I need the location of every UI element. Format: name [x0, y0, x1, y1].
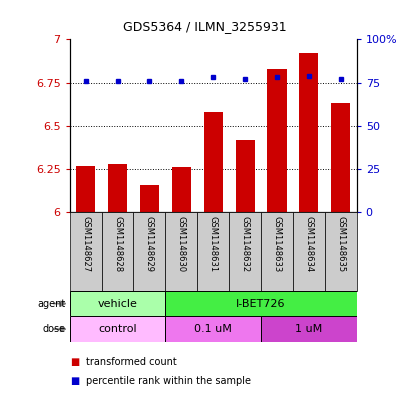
Text: control: control: [98, 324, 137, 334]
Text: GSM1148633: GSM1148633: [272, 216, 281, 272]
Bar: [76, 165, 95, 212]
Bar: [267, 69, 286, 212]
Text: I-BET726: I-BET726: [236, 299, 285, 309]
Text: GSM1148630: GSM1148630: [176, 216, 185, 272]
Bar: [330, 103, 349, 212]
Text: GSM1148634: GSM1148634: [303, 216, 312, 272]
Bar: [324, 212, 356, 291]
Bar: [261, 212, 292, 291]
Bar: [133, 212, 165, 291]
Text: GSM1148628: GSM1148628: [113, 216, 122, 272]
Bar: [165, 316, 261, 342]
Text: GSM1148632: GSM1148632: [240, 216, 249, 272]
Bar: [203, 112, 222, 212]
Bar: [229, 212, 261, 291]
Text: GSM1148635: GSM1148635: [335, 216, 344, 272]
Text: agent: agent: [37, 299, 65, 309]
Text: GDS5364 / ILMN_3255931: GDS5364 / ILMN_3255931: [123, 20, 286, 33]
Text: ■: ■: [70, 356, 79, 367]
Text: 0.1 uM: 0.1 uM: [194, 324, 231, 334]
Text: GSM1148631: GSM1148631: [208, 216, 217, 272]
Bar: [235, 140, 254, 212]
Text: 1 uM: 1 uM: [294, 324, 322, 334]
Text: ■: ■: [70, 376, 79, 386]
Bar: [292, 212, 324, 291]
Bar: [108, 164, 127, 212]
Text: dose: dose: [43, 324, 65, 334]
Bar: [70, 212, 101, 291]
Bar: [165, 212, 197, 291]
Bar: [299, 53, 318, 212]
Bar: [261, 316, 356, 342]
Bar: [70, 316, 165, 342]
Bar: [139, 185, 159, 212]
Bar: [101, 212, 133, 291]
Bar: [70, 291, 165, 316]
Text: GSM1148627: GSM1148627: [81, 216, 90, 272]
Bar: [197, 212, 229, 291]
Text: percentile rank within the sample: percentile rank within the sample: [86, 376, 250, 386]
Bar: [165, 291, 356, 316]
Text: vehicle: vehicle: [97, 299, 137, 309]
Text: GSM1148629: GSM1148629: [144, 216, 153, 272]
Bar: [171, 167, 191, 212]
Text: transformed count: transformed count: [86, 356, 176, 367]
